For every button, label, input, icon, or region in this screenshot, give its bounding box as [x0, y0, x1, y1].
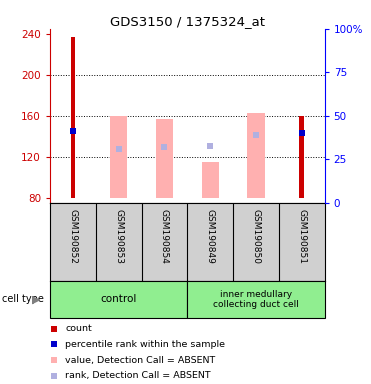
Bar: [110, 116, 127, 198]
Bar: [187, 281, 325, 318]
Bar: [247, 113, 265, 198]
Text: GSM190851: GSM190851: [297, 209, 306, 264]
Text: ▶: ▶: [32, 294, 40, 304]
Title: GDS3150 / 1375324_at: GDS3150 / 1375324_at: [110, 15, 265, 28]
Text: count: count: [65, 324, 92, 333]
Text: GSM190850: GSM190850: [252, 209, 260, 264]
Text: percentile rank within the sample: percentile rank within the sample: [65, 340, 225, 349]
Text: GSM190853: GSM190853: [114, 209, 123, 264]
Text: GSM190849: GSM190849: [206, 209, 215, 264]
Bar: [299, 116, 304, 198]
Text: inner medullary
collecting duct cell: inner medullary collecting duct cell: [213, 290, 299, 309]
Text: control: control: [101, 294, 137, 304]
Text: GSM190852: GSM190852: [69, 209, 78, 264]
Bar: [201, 162, 219, 198]
Bar: [156, 119, 173, 198]
Text: GSM190854: GSM190854: [160, 209, 169, 264]
Bar: [70, 37, 75, 198]
Bar: [50, 281, 187, 318]
Text: rank, Detection Call = ABSENT: rank, Detection Call = ABSENT: [65, 371, 211, 380]
Text: cell type: cell type: [2, 294, 44, 304]
Text: value, Detection Call = ABSENT: value, Detection Call = ABSENT: [65, 356, 216, 365]
